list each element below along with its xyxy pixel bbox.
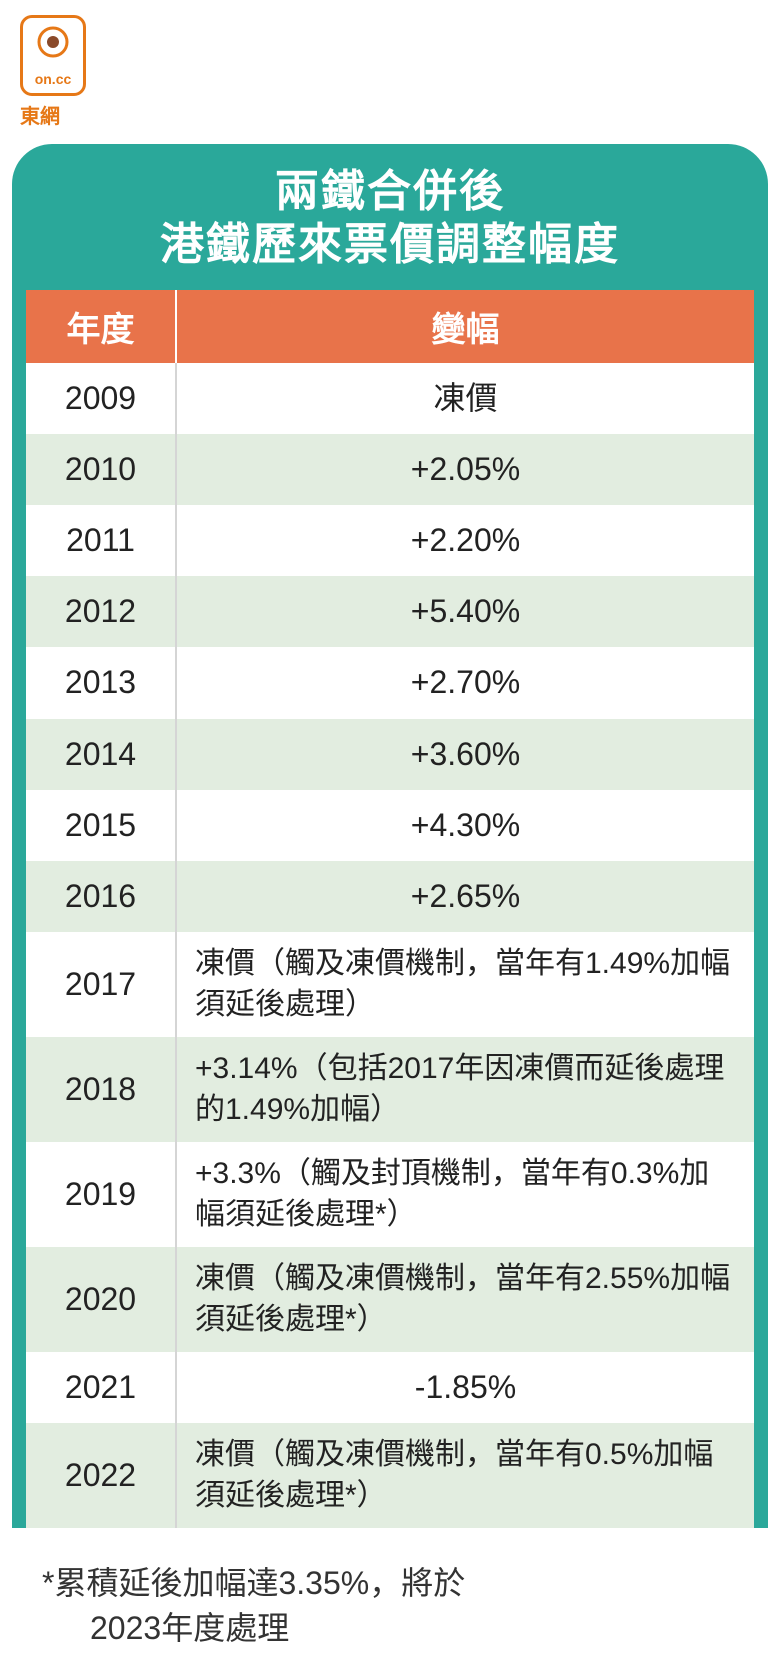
table-wrapper: 年度 變幅 2009凍價2010+2.05%2011+2.20%2012+5.4… (26, 290, 754, 1529)
table-row: 2021-1.85% (26, 1352, 754, 1423)
footnote: *累積延後加幅達3.35%，將於 2023年度處理 (12, 1543, 768, 1673)
table-row: 2019+3.3%（觸及封頂機制，當年有0.3%加幅須延後處理*） (26, 1142, 754, 1247)
title-area: 兩鐵合併後 港鐵歷來票價調整幅度 (12, 144, 768, 290)
change-cell: +2.65% (176, 861, 754, 932)
year-cell: 2022 (26, 1423, 176, 1528)
table-row: 2016+2.65% (26, 861, 754, 932)
table-row: 2018+3.14%（包括2017年因凍價而延後處理的1.49%加幅） (26, 1037, 754, 1142)
table-header-row: 年度 變幅 (26, 290, 754, 363)
year-cell: 2009 (26, 363, 176, 434)
change-cell: +5.40% (176, 576, 754, 647)
year-cell: 2017 (26, 932, 176, 1037)
change-cell: +2.20% (176, 505, 754, 576)
table-row: 2012+5.40% (26, 576, 754, 647)
logo-box: on.cc (20, 15, 86, 96)
table-body: 2009凍價2010+2.05%2011+2.20%2012+5.40%2013… (26, 363, 754, 1529)
table-row: 2014+3.60% (26, 719, 754, 790)
main-container: 兩鐵合併後 港鐵歷來票價調整幅度 年度 變幅 2009凍價2010+2.05%2… (12, 144, 768, 1528)
logo-brand-text: on.cc (33, 71, 73, 87)
year-cell: 2012 (26, 576, 176, 647)
year-cell: 2021 (26, 1352, 176, 1423)
year-cell: 2020 (26, 1247, 176, 1352)
change-cell: 凍價（觸及凍價機制，當年有2.55%加幅須延後處理*） (176, 1247, 754, 1352)
year-cell: 2019 (26, 1142, 176, 1247)
table-row: 2009凍價 (26, 363, 754, 434)
table-row: 2015+4.30% (26, 790, 754, 861)
fare-table: 年度 變幅 2009凍價2010+2.05%2011+2.20%2012+5.4… (26, 290, 754, 1529)
logo-area: on.cc 東網 (0, 0, 780, 134)
year-cell: 2015 (26, 790, 176, 861)
change-cell: +2.05% (176, 434, 754, 505)
change-cell: +3.60% (176, 719, 754, 790)
title-line-1: 兩鐵合併後 (32, 166, 748, 219)
year-cell: 2013 (26, 647, 176, 718)
change-cell: 凍價（觸及凍價機制，當年有1.49%加幅須延後處理） (176, 932, 754, 1037)
change-cell: -1.85% (176, 1352, 754, 1423)
table-row: 2010+2.05% (26, 434, 754, 505)
change-cell: +3.14%（包括2017年因凍價而延後處理的1.49%加幅） (176, 1037, 754, 1142)
year-cell: 2016 (26, 861, 176, 932)
table-row: 2022凍價（觸及凍價機制，當年有0.5%加幅須延後處理*） (26, 1423, 754, 1528)
logo-label: 東網 (20, 100, 760, 129)
footnote-line-2: 2023年度處理 (42, 1606, 738, 1651)
logo-icon (33, 24, 73, 64)
change-cell: +2.70% (176, 647, 754, 718)
footnote-line-1: *累積延後加幅達3.35%，將於 (42, 1565, 465, 1601)
change-cell: 凍價（觸及凍價機制，當年有0.5%加幅須延後處理*） (176, 1423, 754, 1528)
table-row: 2013+2.70% (26, 647, 754, 718)
title-line-2: 港鐵歷來票價調整幅度 (32, 219, 748, 272)
year-cell: 2011 (26, 505, 176, 576)
change-cell: 凍價 (176, 363, 754, 434)
table-row: 2020凍價（觸及凍價機制，當年有2.55%加幅須延後處理*） (26, 1247, 754, 1352)
change-cell: +4.30% (176, 790, 754, 861)
header-year: 年度 (26, 290, 176, 363)
year-cell: 2018 (26, 1037, 176, 1142)
year-cell: 2014 (26, 719, 176, 790)
table-row: 2011+2.20% (26, 505, 754, 576)
header-change: 變幅 (176, 290, 754, 363)
table-row: 2017凍價（觸及凍價機制，當年有1.49%加幅須延後處理） (26, 932, 754, 1037)
change-cell: +3.3%（觸及封頂機制，當年有0.3%加幅須延後處理*） (176, 1142, 754, 1247)
year-cell: 2010 (26, 434, 176, 505)
